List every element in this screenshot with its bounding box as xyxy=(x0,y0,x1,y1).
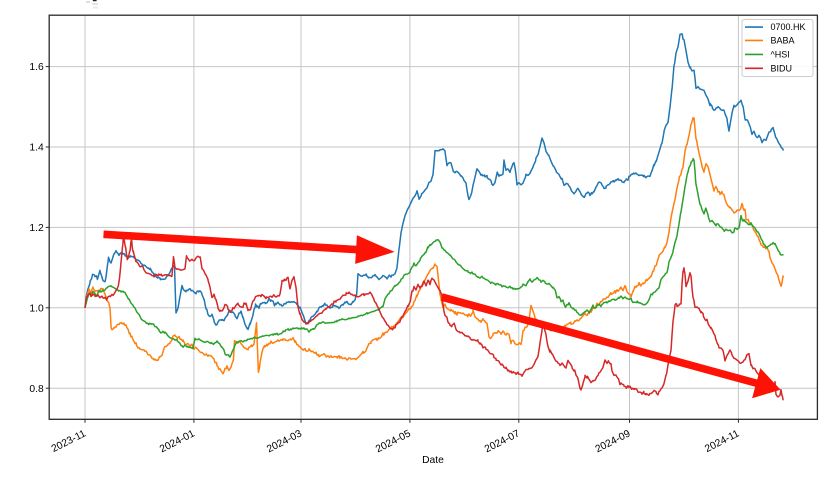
svg-text:BIDU: BIDU xyxy=(771,63,793,73)
svg-text:BABA: BABA xyxy=(771,35,795,45)
svg-text:1.6: 1.6 xyxy=(29,62,44,73)
svg-text:1.0: 1.0 xyxy=(29,303,44,314)
svg-text:0700.HK: 0700.HK xyxy=(771,22,806,32)
svg-text:Date: Date xyxy=(422,455,444,466)
svg-text:^HSI: ^HSI xyxy=(771,49,790,59)
svg-text:0.8: 0.8 xyxy=(29,384,44,395)
svg-text:1.4: 1.4 xyxy=(29,143,44,154)
svg-text:1.2: 1.2 xyxy=(29,223,44,234)
